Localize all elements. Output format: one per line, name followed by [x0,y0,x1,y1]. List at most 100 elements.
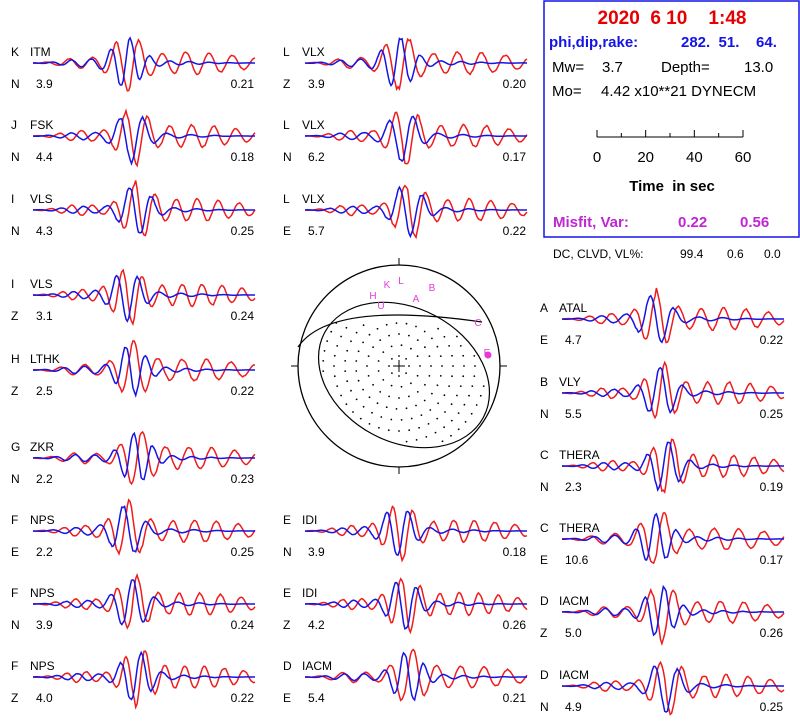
station-name: THERA [559,448,600,462]
compression-dot [345,326,348,329]
trace-panel: K ITM N 3.9 0.21 [11,36,256,92]
compression-dot [400,385,403,388]
observed-waveform [32,650,256,710]
observed-waveform [561,587,785,647]
synthetic-waveform [305,651,527,702]
compression-dot [451,375,453,378]
station-name: NPS [30,586,55,600]
compression-dot [355,360,358,362]
station-name: IACM [559,594,589,608]
synthetic-waveform [33,431,255,481]
compression-dot [456,394,458,397]
compression-dot [395,408,398,410]
compression-dot [418,426,420,429]
fit-label: 0.18 [231,150,255,164]
synthetic-waveform [562,294,784,344]
fit-label: 0.23 [231,472,255,486]
fit-label: 0.25 [760,407,784,421]
fit-label: 0.20 [503,77,527,91]
synthetic-waveform [561,665,784,713]
component-label: N [540,700,549,714]
trace-panel: D IACM N 4.9 0.25 [540,660,785,716]
compression-dot [415,404,417,407]
station-letter: C [540,521,549,535]
synthetic-waveform [32,505,255,553]
synthetic-waveform [32,346,255,398]
observed-waveform [32,498,256,556]
compression-dot [436,345,439,348]
compression-dot [390,384,393,387]
amplitude-label: 5.7 [308,224,325,238]
amplitude-label: 4.7 [565,333,582,347]
amplitude-label: 3.9 [308,545,325,559]
trace-panel: I VLS N 4.3 0.25 [11,180,256,238]
synthetic-waveform [33,578,255,626]
compression-dot [333,354,336,357]
compression-dot [452,365,454,367]
amplitude-label: 2.2 [36,545,53,559]
compression-dot [408,334,410,337]
compression-dot [441,365,443,367]
station-letter: K [11,45,19,59]
phi-label: phi,dip,rake: [549,34,638,51]
compression-dot [410,417,413,420]
compression-dot [431,337,433,340]
station-letter: D [283,659,292,673]
dc-value: 99.4 [680,247,704,261]
observed-waveform [304,184,528,240]
fit-label: 0.25 [231,545,255,559]
compression-dot [436,417,439,420]
component-label: N [11,77,20,91]
compression-dot [371,411,373,414]
compression-dot [405,358,407,360]
station-name: ATAL [559,301,588,315]
nodal-plane-1 [297,314,483,348]
compression-dot [333,375,336,378]
component-label: Z [11,691,18,705]
observed-waveform [32,340,256,394]
time-tick-label: 60 [735,149,752,166]
station-name: VLY [559,375,581,389]
compression-dot [448,345,450,347]
compression-dot [368,423,371,425]
compression-dot [368,333,371,336]
compression-dot [322,370,325,372]
fit-label: 0.22 [760,333,784,347]
compression-dot [378,426,380,429]
compression-dot [437,402,439,405]
compression-dot [372,383,374,386]
compression-dot [439,375,442,377]
compression-dot [362,324,365,327]
compression-dot [355,398,358,401]
compression-dot [376,402,379,405]
station-letter: H [11,352,20,366]
compression-dot [425,436,428,438]
station-letter: B [540,375,548,389]
compression-dot [457,428,460,431]
compression-dot [344,360,347,362]
compression-dot [450,419,453,422]
compression-dot [405,322,408,325]
observed-waveform [32,180,256,237]
compression-dot [462,375,465,378]
synthetic-waveform [562,366,784,415]
compression-dot [450,434,452,437]
compression-dot [352,411,354,413]
compression-dot [330,330,333,333]
compression-dot [443,335,446,338]
amplitude-label: 3.1 [36,309,53,323]
trace-panel: H LTHK Z 2.5 0.22 [11,340,256,398]
component-label: E [283,224,291,238]
component-label: E [540,553,548,567]
depth-value: 13.0 [744,59,773,76]
station-name: THERA [559,521,600,535]
compression-dot [423,399,426,402]
station-marker-label: H [369,291,376,302]
info-box [543,0,800,238]
trace-panel: G ZKR N 2.2 0.23 [11,430,256,486]
compression-dot [367,375,370,377]
compression-dot [443,394,446,397]
station-letter: E [283,513,291,527]
compression-dot [367,355,370,357]
amplitude-label: 2.3 [565,480,582,494]
